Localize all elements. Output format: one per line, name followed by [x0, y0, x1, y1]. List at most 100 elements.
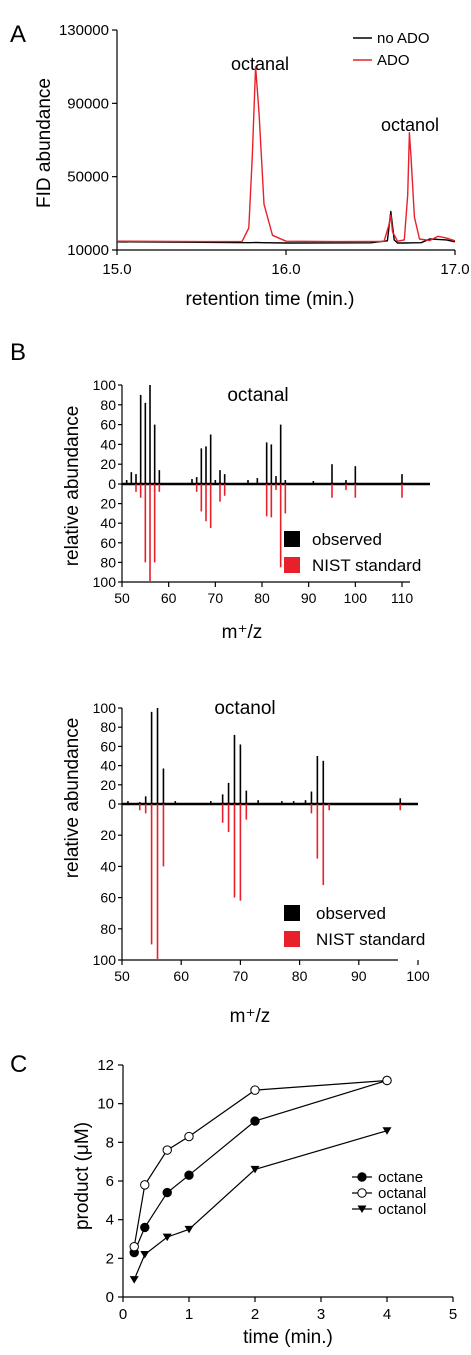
- chart-b-octanol-title: octanol: [214, 698, 275, 719]
- chart-b-octanal-xlabel: m⁺/z: [222, 622, 263, 643]
- chart-b-octanol-legend-swatch-observed: [284, 905, 300, 921]
- chart-c-point-octanal: [129, 1242, 139, 1252]
- chart-b-octanal-x-tick-label: 90: [301, 590, 317, 606]
- panel-label-c: C: [10, 1051, 27, 1078]
- chart-b-octanol-legend-swatch-nist: [284, 931, 300, 947]
- chart-b-octanol-y-tick-label: 100: [93, 952, 117, 968]
- chart-c: product (μM) time (min.) octane octanal …: [72, 1057, 457, 1348]
- chart-b-octanol-xlabel: m⁺/z: [230, 1006, 271, 1027]
- chart-b-octanol-x-tick-label: 60: [173, 968, 189, 984]
- chart-c-legend-octane: octane: [378, 1169, 423, 1186]
- chart-a-annotation-octanol: octanol: [381, 115, 439, 135]
- chart-c-point-octanal: [162, 1145, 172, 1155]
- chart-a-legend-ado: ADO: [377, 52, 410, 69]
- chart-c-point-octanol: [184, 1225, 194, 1234]
- chart-c-line-octane: [133, 1079, 388, 1253]
- chart-c-point-octane: [184, 1170, 194, 1180]
- chart-b-octanal-title: octanal: [227, 385, 288, 406]
- chart-a-y-tick-label: 90000: [67, 95, 109, 112]
- chart-b-octanol-x-tick-label: 90: [351, 968, 367, 984]
- chart-a-ylabel: FID abundance: [34, 78, 55, 208]
- chart-c-point-octane: [140, 1222, 150, 1233]
- chart-b-octanol-x-tick-label: 50: [114, 968, 130, 984]
- chart-b-octanol-legend-nist: NIST standard: [316, 930, 425, 949]
- chart-c-y-tick-label: 6: [106, 1173, 114, 1190]
- chart-c-legend-marker-octane: [357, 1172, 367, 1182]
- chart-b-octanol-y-tick-label: 60: [100, 738, 116, 754]
- chart-c-point-octanol: [129, 1276, 139, 1284]
- chart-a-y-tick-label: 130000: [59, 22, 109, 39]
- chart-c-point-octanol: [250, 1165, 260, 1174]
- chart-b-octanol-x-tick-label: 100: [406, 968, 430, 984]
- chart-b-octanal-legend-swatch-nist: [284, 557, 300, 573]
- chart-c-xlabel: time (min.): [243, 1327, 333, 1348]
- chart-b-octanal-legend-observed: observed: [312, 530, 382, 549]
- chart-c-x-tick-label: 2: [251, 1306, 259, 1323]
- chart-c-x-tick-label: 1: [185, 1306, 193, 1323]
- chart-b-octanol-ylabel: relative abundance: [62, 718, 83, 879]
- chart-a-x-tick-label: 16.0: [271, 261, 300, 278]
- chart-b-octanal-x-tick-label: 100: [344, 590, 368, 606]
- chart-a-series-ado: [116, 65, 456, 243]
- chart-a-y-tick-label: 10000: [67, 242, 109, 259]
- chart-c-legend-marker-octanol: [357, 1205, 367, 1213]
- chart-b-octanol-y-tick-label: 80: [100, 719, 116, 735]
- chart-a-annotation-octanal: octanal: [231, 54, 289, 74]
- chart-a-x-tick-label: 17.0: [440, 261, 469, 278]
- chart-b-octanal-y-tick-label: 20: [100, 456, 116, 472]
- chart-b-octanal-ylabel: relative abundance: [62, 406, 83, 567]
- chart-c-y-tick-label: 8: [106, 1134, 114, 1151]
- chart-c-y-tick-label: 0: [106, 1289, 114, 1306]
- chart-c-legend-octanol: octanol: [378, 1201, 426, 1218]
- chart-b-octanol-y-tick-label: 60: [100, 890, 116, 906]
- chart-c-y-tick-label: 4: [106, 1212, 114, 1229]
- chart-b-octanol: octanol relative abundance m⁺/z observed…: [62, 698, 430, 1027]
- chart-c-x-tick-label: 5: [449, 1306, 457, 1323]
- chart-b-octanal-legend-swatch-observed: [284, 531, 300, 547]
- chart-c-x-tick-label: 0: [119, 1306, 127, 1323]
- chart-b-octanal-y-tick-label: 40: [100, 515, 116, 531]
- chart-c-point-octane: [250, 1116, 260, 1126]
- chart-c-y-tick-label: 10: [97, 1096, 114, 1113]
- chart-b-octanal-y-tick-label: 100: [93, 574, 117, 590]
- chart-c-y-tick-label: 2: [106, 1250, 114, 1267]
- chart-c-x-tick-label: 4: [383, 1306, 391, 1323]
- chart-b-octanal-x-tick-label: 110: [391, 590, 414, 606]
- chart-b-octanol-y-tick-label: 100: [93, 700, 117, 716]
- chart-c-x-tick-label: 3: [317, 1306, 325, 1323]
- chart-c-legend-octanal: octanal: [378, 1185, 426, 1202]
- chart-b-octanal-y-tick-label: 20: [100, 496, 116, 512]
- chart-c-line-octanol: [133, 1130, 388, 1280]
- chart-b-octanal-y-tick-label: 60: [100, 417, 116, 433]
- chart-b-octanol-x-tick-label: 80: [292, 968, 308, 984]
- chart-b-octanal-y-tick-label: 60: [100, 535, 116, 551]
- chart-b-octanal-y-tick-label: 40: [100, 436, 116, 452]
- chart-b-octanol-y-tick-label: 80: [100, 921, 116, 937]
- chart-c-point-octanal: [184, 1131, 194, 1142]
- chart-a-x-tick-label: 15.0: [102, 261, 131, 278]
- chart-b-octanol-x-tick-label: 70: [233, 968, 249, 984]
- chart-b-octanol-y-tick-label: 20: [100, 777, 116, 793]
- chart-b-octanal-legend-nist: NIST standard: [312, 556, 421, 575]
- chart-c-point-octanal: [140, 1180, 150, 1190]
- chart-b-octanol-y-tick-label: 40: [100, 858, 116, 874]
- chart-a: FID abundance retention time (min.) octa…: [34, 22, 470, 310]
- chart-c-point-octanol: [140, 1250, 150, 1259]
- chart-c-point-octanol: [162, 1233, 172, 1242]
- chart-c-point-octanal: [250, 1085, 260, 1095]
- panel-label-b: B: [10, 339, 26, 366]
- chart-b-octanal-y-tick-label: 0: [108, 476, 116, 492]
- chart-b-octanol-y-tick-label: 40: [100, 758, 116, 774]
- chart-a-legend-no-ado: no ADO: [377, 30, 430, 47]
- chart-c-point-octanal: [382, 1075, 392, 1086]
- chart-b-octanol-y-tick-label: 0: [108, 796, 116, 812]
- chart-b-octanal-x-tick-label: 80: [254, 590, 270, 606]
- chart-c-point-octane: [162, 1187, 172, 1198]
- chart-b-octanal-x-tick-label: 60: [161, 590, 177, 606]
- chart-a-xlabel: retention time (min.): [186, 289, 355, 310]
- chart-b-octanal-x-tick-label: 70: [208, 590, 224, 606]
- panel-label-a: A: [10, 21, 26, 48]
- chart-c-ylabel: product (μM): [72, 1122, 93, 1230]
- chart-b-octanal: octanal relative abundance m⁺/z observed…: [62, 377, 430, 643]
